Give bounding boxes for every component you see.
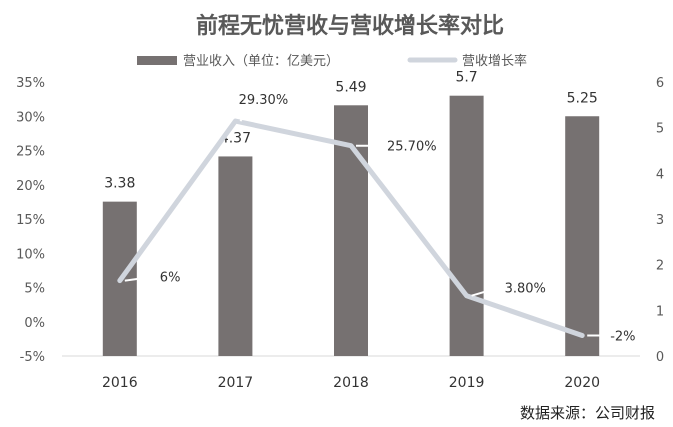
revenue-data-label: 3.38 (104, 176, 135, 192)
legend-label-revenue: 营业收入（单位：亿美元） (183, 54, 339, 69)
left-axis: -5% 0% 5% 10% 15% 20% 25% 30% 35% (16, 76, 45, 365)
right-tick-label: 2 (656, 259, 664, 274)
revenue-bar (565, 116, 600, 356)
x-tick-label: 2019 (449, 375, 485, 391)
right-tick-label: 5 (656, 122, 664, 137)
growth-labels: 6% 29.30% 25.70% 3.80% -2% (124, 93, 636, 344)
right-tick-label: 6 (656, 76, 664, 91)
left-tick-label: 0% (24, 316, 45, 331)
source-note: 数据来源：公司财报 (520, 404, 655, 422)
growth-data-label: 29.30% (239, 93, 289, 108)
left-tick-label: 15% (16, 213, 45, 228)
left-tick-label: 20% (16, 179, 45, 194)
growth-label-leader (471, 286, 499, 297)
revenue-data-label: 5.7 (455, 70, 477, 86)
growth-data-label: -2% (610, 329, 635, 344)
revenue-bars (102, 95, 600, 356)
left-tick-label: 25% (16, 145, 45, 160)
growth-label-leader (124, 275, 154, 282)
revenue-labels: 3.384.375.495.75.25 (104, 70, 598, 192)
growth-label-leader (239, 98, 257, 122)
x-tick-label: 2020 (564, 375, 600, 391)
right-tick-label: 3 (656, 213, 664, 228)
x-tick-label: 2018 (333, 375, 369, 391)
revenue-bar (218, 156, 253, 356)
right-tick-label: 1 (656, 304, 664, 319)
revenue-data-label: 5.25 (567, 90, 598, 106)
left-tick-label: 10% (16, 247, 45, 262)
right-tick-label: 4 (656, 167, 664, 182)
chart-title: 前程无忧营收与营收增长率对比 (196, 13, 504, 39)
right-tick-label: 0 (656, 350, 664, 365)
growth-data-label: 6% (160, 271, 181, 286)
growth-data-label: 3.80% (505, 282, 546, 297)
growth-line (117, 118, 585, 338)
revenue-data-label: 5.49 (335, 79, 366, 95)
left-tick-label: 35% (16, 76, 45, 91)
x-tick-label: 2017 (218, 375, 254, 391)
legend-swatch-revenue (137, 56, 177, 65)
right-axis: 0 1 2 3 4 5 6 (656, 76, 664, 365)
left-tick-label: 5% (24, 282, 45, 297)
left-tick-label: -5% (20, 350, 45, 365)
legend-label-growth: 营收增长率 (462, 53, 527, 69)
x-axis: 2016 2017 2018 2019 2020 (102, 375, 600, 391)
revenue-bar (449, 95, 484, 356)
left-tick-label: 30% (16, 110, 45, 125)
growth-line-layer (117, 118, 585, 338)
x-tick-label: 2016 (102, 375, 138, 391)
legend: 营业收入（单位：亿美元） 营收增长率 (137, 53, 527, 69)
growth-data-label: 25.70% (387, 140, 437, 155)
